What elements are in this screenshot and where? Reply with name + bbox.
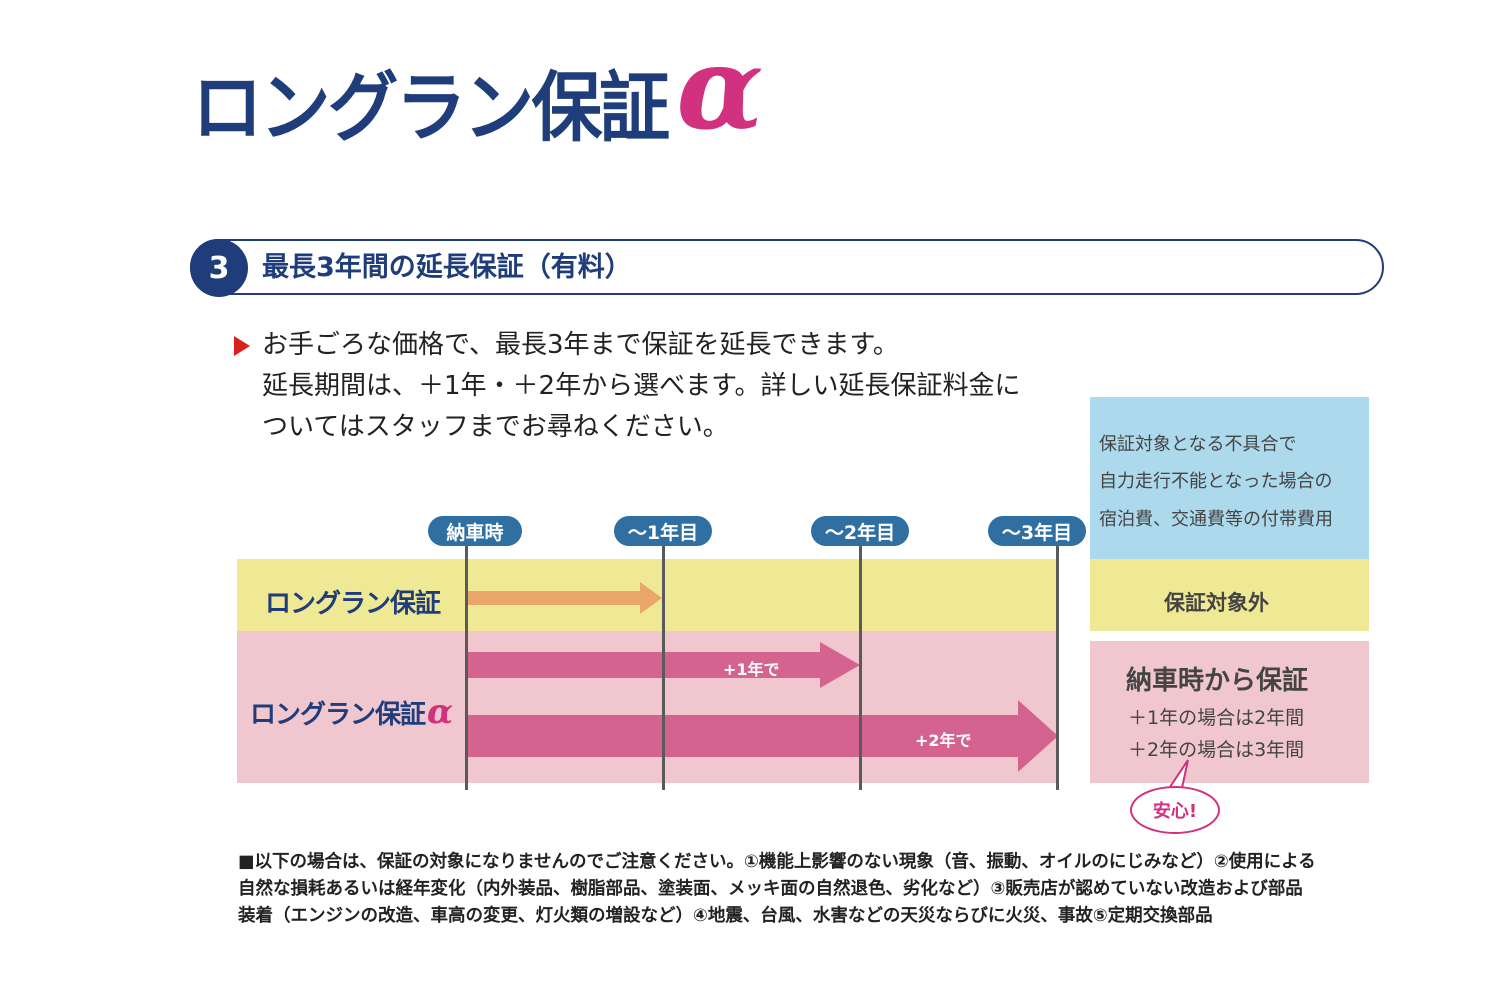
intro-line-3: ついてはスタッフまでお尋ねください。 — [262, 412, 729, 442]
standard-coverage-panel — [1090, 559, 1369, 631]
alpha-coverage-sub-2: ＋2年の場合は3年間 — [1128, 739, 1305, 761]
intro-line-1: お手ごろな価格で、最長3年まで保証を延長できます。 — [262, 330, 899, 360]
alpha-1year-arrow-label: +1年で — [723, 660, 780, 679]
alpha-coverage-sub-1: ＋1年の場合は2年間 — [1128, 707, 1305, 729]
coverage-text-3: 宿泊費、交通費等の付帯費用 — [1099, 509, 1333, 530]
alpha-2year-arrow — [466, 700, 1058, 772]
timeline-line-delivery — [465, 545, 468, 790]
marker-delivery: 納車時 — [428, 516, 522, 546]
alpha-row-label: ロングラン保証α — [250, 692, 453, 732]
bullet-triangle-icon — [234, 336, 250, 356]
alpha-coverage-panel — [1090, 641, 1369, 783]
marker-year2: ～2年目 — [811, 516, 909, 546]
note-line-2: 自然な損耗あるいは経年変化（内外装品、樹脂部品、塗装面、メッキ面の自然退色、劣化… — [238, 879, 1303, 899]
timeline-line-year3 — [1056, 545, 1059, 790]
alpha-row-label-alpha: α — [427, 692, 453, 732]
section-title: 最長3年間の延長保証（有料） — [262, 252, 632, 283]
reassurance-bubble: 安心! — [1130, 786, 1220, 834]
title-text: ロングラン保証 — [192, 63, 670, 152]
note-line-1: ■以下の場合は、保証の対象になりませんのでご注意ください。①機能上影響のない現象… — [238, 852, 1316, 872]
page-title: ロングラン保証 α — [192, 31, 764, 146]
timeline-line-year2 — [859, 545, 862, 790]
coverage-panel — [1090, 397, 1369, 559]
title-alpha-logo: α — [676, 21, 764, 155]
coverage-text-2: 自力走行不能となった場合の — [1099, 471, 1333, 492]
alpha-row-label-text: ロングラン保証 — [250, 700, 426, 730]
section-number-badge: 3 — [190, 239, 248, 297]
marker-year3: ～3年目 — [988, 516, 1086, 546]
standard-row-label: ロングラン保証 — [265, 589, 441, 619]
coverage-text-1: 保証対象となる不具合で — [1099, 434, 1297, 455]
alpha-coverage-main-text: 納車時から保証 — [1126, 666, 1309, 696]
marker-year1: ～1年目 — [614, 516, 712, 546]
intro-line-2: 延長期間は、＋1年・＋2年から選べます。詳しい延長保証料金に — [262, 371, 1021, 401]
standard-not-covered-text: 保証対象外 — [1164, 591, 1269, 615]
standard-warranty-arrow — [466, 582, 662, 614]
timeline-line-year1 — [662, 545, 665, 790]
alpha-2year-arrow-label: +2年で — [915, 731, 972, 750]
note-line-3: 装着（エンジンの改造、車高の変更、灯火類の増設など）④地震、台風、水害などの天災… — [238, 906, 1213, 926]
